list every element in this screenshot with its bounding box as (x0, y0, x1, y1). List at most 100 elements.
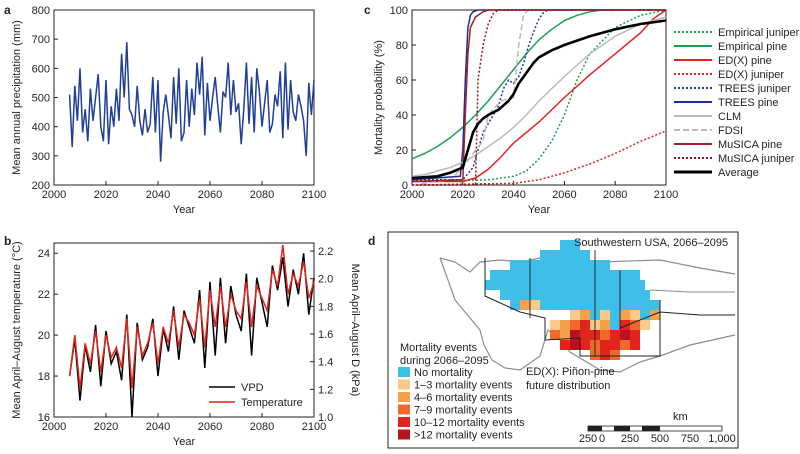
legend-label-temperature: Temperature (241, 397, 303, 409)
y-tick-label: 100 (390, 5, 408, 17)
y-tick-label: 800 (32, 5, 50, 17)
scale-bar-tick-label: 250 (579, 433, 597, 445)
map-cell-mortality (620, 330, 630, 340)
map-cell-no-mortality (580, 290, 590, 300)
map-cell-no-mortality (580, 300, 590, 310)
map-cell-no-mortality (610, 300, 620, 310)
legend-label-empirical-pine: Empirical pine (718, 41, 787, 53)
state-border-east (649, 289, 735, 293)
map-cell-no-mortality (530, 270, 540, 280)
map-cell-mortality (560, 340, 570, 350)
map-cell-mortality (570, 340, 580, 350)
map-cell-no-mortality (620, 300, 630, 310)
map-cell-mortality (600, 340, 610, 350)
map-cell-no-mortality (510, 290, 520, 300)
map-cell-no-mortality (545, 280, 555, 290)
map-cell-mortality (560, 330, 570, 340)
map-cell-no-mortality (530, 260, 540, 270)
map-cell-no-mortality (600, 290, 610, 300)
legend-label-fdsi: FDSI (718, 125, 743, 137)
y-tick-label: 400 (32, 122, 50, 134)
legend-label-vpd: VPD (241, 382, 264, 394)
map-legend-label: >12 mortality events (414, 430, 513, 442)
map-cell-mortality (630, 320, 640, 330)
state-border-south (619, 311, 735, 329)
map-cell-no-mortality (580, 250, 590, 260)
map-cell-no-mortality (640, 300, 650, 310)
coastline (439, 257, 506, 369)
legend-label-clm: CLM (718, 111, 741, 123)
map-cell-no-mortality (550, 250, 560, 260)
panel-a-precipitation-chart: 2000 2020 2040 2060 2080 2100 200 300 400 500 600 7… (11, 5, 326, 216)
map-cell-no-mortality (535, 280, 545, 290)
legend-label-average: Average (718, 167, 759, 179)
map-cell-no-mortality (540, 290, 550, 300)
map-cell-no-mortality (600, 260, 610, 270)
map-cell-mortality (630, 330, 640, 340)
map-cell-mortality (570, 320, 580, 330)
series-line-empirical-juniper (411, 9, 667, 183)
map-cell-no-mortality (560, 300, 570, 310)
map-cell-no-mortality (560, 270, 570, 280)
map-cell-mortality (610, 320, 620, 330)
map-legend-swatch (398, 429, 410, 440)
map-legend-swatch (398, 392, 410, 402)
map-cell-no-mortality (560, 260, 570, 270)
legend-label-musica-pine: MuSICA pine (718, 139, 782, 151)
x-tick-label: 2060 (552, 189, 576, 201)
y-axis-label: Mortality probability (%) (373, 40, 385, 155)
series-line-trees-pine (411, 9, 666, 181)
y-tick-label: 18 (38, 371, 50, 383)
y-tick-label: 20 (38, 330, 50, 342)
map-cell-no-mortality (570, 250, 580, 260)
series-line-precipitation (68, 42, 315, 162)
map-annotation-line2: future distribution (526, 380, 610, 392)
x-tick-label: 2100 (302, 189, 326, 201)
map-cell-no-mortality (550, 300, 560, 310)
x-tick-label: 2040 (501, 189, 525, 201)
map-cell-no-mortality (570, 270, 580, 280)
map-cell-mortality (520, 300, 530, 310)
map-cell-no-mortality (485, 280, 495, 290)
map-cell-no-mortality (600, 300, 610, 310)
series-line-musica-juniper (412, 9, 666, 186)
panel-d-mortality-map: Southwestern USA, 2066–2095 Mortality ev… (387, 231, 739, 449)
scale-bar-tick-label: 500 (651, 433, 669, 445)
map-legend-swatch (398, 367, 410, 377)
y-tick-label: 300 (32, 151, 50, 163)
series-line-empirical-pine (411, 9, 616, 160)
map-cell-no-mortality (600, 270, 610, 280)
map-cell-no-mortality (580, 270, 590, 280)
map-cell-no-mortality (575, 280, 585, 290)
y-axis-label: Mean April–August temperature (°C) (11, 241, 23, 418)
panel-b-temperature-vpd-chart: 2000 2020 2040 2060 2080 2100 16 18 20 22 24 Year Me… (11, 241, 361, 448)
scale-bar-tick-label: 250 (621, 433, 639, 445)
piñon-pine-distribution-outline (484, 258, 661, 357)
x-tick-label: 2020 (94, 421, 118, 433)
panel-letter-a: a (4, 3, 11, 17)
map-cell-no-mortality (510, 270, 520, 280)
map-cell-no-mortality (595, 280, 605, 290)
legend-label-empirical-juniper: Empirical juniper (718, 27, 800, 39)
map-cell-no-mortality (520, 260, 530, 270)
y-tick-label: 700 (32, 34, 50, 46)
map-cell-no-mortality (565, 280, 575, 290)
map-cell-no-mortality (630, 270, 640, 280)
scale-bar-tick-label: 0 (599, 433, 605, 445)
series-line-ed-x-juniper (411, 130, 667, 186)
map-cell-mortality (580, 310, 590, 320)
map-cell-no-mortality (580, 260, 590, 270)
map-cell-no-mortality (610, 290, 620, 300)
map-cell-mortality (650, 310, 660, 320)
legend-label-musica-juniper: MuSICA juniper (718, 153, 795, 165)
scale-bar-segment (588, 426, 602, 431)
x-tick-label: 2100 (654, 189, 678, 201)
map-cell-no-mortality (625, 280, 635, 290)
map-cell-no-mortality (500, 290, 510, 300)
map-cell-mortality (640, 310, 650, 320)
y-tick-label: 40 (396, 110, 408, 122)
map-cell-no-mortality (550, 260, 560, 270)
map-cell-mortality (620, 340, 630, 350)
panel-letter-d: d (368, 234, 375, 248)
